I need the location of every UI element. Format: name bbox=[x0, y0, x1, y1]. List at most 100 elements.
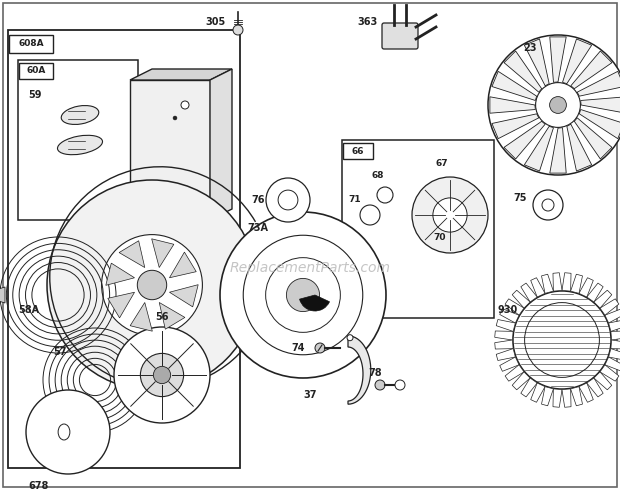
Text: 66: 66 bbox=[352, 147, 365, 155]
Polygon shape bbox=[130, 80, 210, 220]
Circle shape bbox=[220, 212, 386, 378]
Text: 68: 68 bbox=[372, 171, 384, 179]
Polygon shape bbox=[512, 290, 530, 308]
Text: 67: 67 bbox=[436, 158, 448, 168]
FancyBboxPatch shape bbox=[19, 63, 53, 79]
Circle shape bbox=[137, 270, 167, 300]
Polygon shape bbox=[541, 387, 554, 406]
Polygon shape bbox=[579, 278, 593, 297]
Polygon shape bbox=[605, 357, 620, 371]
Polygon shape bbox=[574, 118, 612, 159]
Polygon shape bbox=[611, 331, 620, 340]
Polygon shape bbox=[562, 273, 571, 291]
Polygon shape bbox=[581, 97, 620, 113]
Text: 56: 56 bbox=[155, 312, 169, 322]
Text: 71: 71 bbox=[348, 196, 361, 204]
Text: 73A: 73A bbox=[247, 223, 268, 233]
Polygon shape bbox=[495, 331, 513, 340]
Polygon shape bbox=[525, 126, 554, 171]
Polygon shape bbox=[496, 348, 515, 361]
Polygon shape bbox=[550, 37, 566, 82]
Text: 59: 59 bbox=[28, 90, 42, 100]
Polygon shape bbox=[169, 285, 198, 307]
Polygon shape bbox=[106, 263, 135, 285]
Text: 78: 78 bbox=[368, 368, 382, 378]
Polygon shape bbox=[500, 309, 519, 323]
Polygon shape bbox=[562, 389, 571, 407]
Circle shape bbox=[433, 198, 467, 232]
Text: 305: 305 bbox=[205, 17, 225, 27]
Circle shape bbox=[488, 35, 620, 175]
FancyBboxPatch shape bbox=[342, 140, 494, 318]
Text: 363: 363 bbox=[358, 17, 378, 27]
Polygon shape bbox=[600, 299, 619, 315]
Polygon shape bbox=[504, 51, 542, 92]
Circle shape bbox=[26, 390, 110, 474]
Polygon shape bbox=[531, 278, 545, 297]
Polygon shape bbox=[505, 365, 524, 381]
Polygon shape bbox=[512, 372, 530, 390]
Polygon shape bbox=[605, 309, 620, 323]
Polygon shape bbox=[500, 357, 519, 371]
Circle shape bbox=[243, 235, 363, 355]
Polygon shape bbox=[525, 39, 549, 86]
Circle shape bbox=[233, 25, 243, 35]
Polygon shape bbox=[496, 319, 515, 331]
Polygon shape bbox=[0, 287, 5, 303]
Circle shape bbox=[375, 380, 385, 390]
Polygon shape bbox=[490, 97, 535, 113]
Circle shape bbox=[412, 177, 488, 253]
Polygon shape bbox=[567, 124, 591, 171]
Circle shape bbox=[542, 199, 554, 211]
Circle shape bbox=[102, 235, 202, 335]
Text: 678: 678 bbox=[28, 481, 48, 490]
Circle shape bbox=[513, 291, 611, 389]
Circle shape bbox=[278, 190, 298, 210]
FancyBboxPatch shape bbox=[343, 143, 373, 159]
Text: 76: 76 bbox=[251, 195, 265, 205]
Polygon shape bbox=[587, 283, 603, 302]
Polygon shape bbox=[119, 241, 144, 268]
Circle shape bbox=[47, 180, 257, 390]
Polygon shape bbox=[492, 72, 537, 100]
Polygon shape bbox=[108, 292, 135, 318]
Polygon shape bbox=[577, 72, 620, 96]
Ellipse shape bbox=[58, 424, 70, 440]
Polygon shape bbox=[594, 372, 612, 390]
Text: 75: 75 bbox=[513, 193, 527, 203]
Polygon shape bbox=[504, 122, 545, 159]
Polygon shape bbox=[609, 348, 620, 361]
Polygon shape bbox=[611, 340, 620, 349]
Polygon shape bbox=[541, 274, 554, 294]
Polygon shape bbox=[159, 302, 185, 329]
Polygon shape bbox=[492, 114, 539, 139]
Polygon shape bbox=[594, 290, 612, 308]
Circle shape bbox=[140, 353, 184, 396]
Polygon shape bbox=[521, 283, 537, 302]
Circle shape bbox=[286, 278, 319, 312]
Polygon shape bbox=[130, 69, 232, 80]
Polygon shape bbox=[495, 340, 513, 349]
Circle shape bbox=[153, 367, 170, 384]
Polygon shape bbox=[521, 378, 537, 397]
Text: 74: 74 bbox=[291, 343, 305, 353]
Circle shape bbox=[347, 335, 353, 341]
Circle shape bbox=[360, 205, 380, 225]
Circle shape bbox=[536, 83, 580, 127]
Polygon shape bbox=[152, 239, 174, 268]
Circle shape bbox=[533, 190, 563, 220]
Polygon shape bbox=[210, 69, 232, 220]
Polygon shape bbox=[609, 319, 620, 331]
Polygon shape bbox=[562, 39, 591, 84]
Polygon shape bbox=[169, 252, 197, 278]
FancyBboxPatch shape bbox=[3, 3, 617, 487]
FancyBboxPatch shape bbox=[8, 30, 240, 468]
Text: ReplacementParts.com: ReplacementParts.com bbox=[229, 261, 391, 275]
Polygon shape bbox=[531, 383, 545, 402]
Text: 930: 930 bbox=[498, 305, 518, 315]
Polygon shape bbox=[505, 299, 524, 315]
FancyBboxPatch shape bbox=[382, 23, 418, 49]
Circle shape bbox=[549, 97, 567, 113]
Text: 23: 23 bbox=[523, 43, 537, 53]
Polygon shape bbox=[587, 378, 603, 397]
